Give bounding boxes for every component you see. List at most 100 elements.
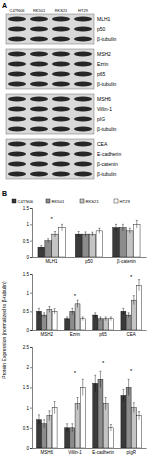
legend-label: RKS21 (86, 199, 100, 204)
blot-band (74, 37, 92, 42)
tick-mark (30, 208, 32, 209)
bar (80, 387, 85, 448)
tick: MLH1 (46, 257, 59, 264)
blot-band (52, 82, 70, 87)
lane-label: RK501 (33, 8, 46, 13)
bar (121, 395, 126, 448)
error-bar (82, 379, 84, 395)
annotation: * (74, 293, 77, 299)
error-bar (128, 313, 130, 317)
blot-band (8, 142, 26, 147)
error-bar (105, 317, 107, 321)
blot-band (74, 62, 92, 67)
tick: 0.5 (23, 239, 32, 244)
tick-label: 0 (26, 255, 29, 260)
error-bar (94, 375, 96, 391)
error-bar (77, 300, 79, 307)
annotation: * (130, 274, 133, 280)
blot-band (30, 72, 48, 77)
tick-mark (30, 448, 32, 449)
protein-label: Ezrin (97, 61, 109, 67)
blot-band (8, 62, 26, 67)
tick: CEA (127, 330, 136, 337)
tick-mark (30, 274, 32, 275)
tick: MSH2 (41, 330, 54, 337)
tick: MSH6 (41, 448, 54, 455)
protein-label: p65 (97, 71, 106, 77)
error-bar (85, 232, 87, 237)
error-bar (94, 313, 96, 317)
tick: p65 (99, 330, 107, 337)
error-bar (66, 424, 68, 432)
protein-label: p50 (97, 26, 106, 32)
blot-band (30, 172, 48, 177)
lane-label: RKS21 (55, 8, 68, 13)
blot-band (74, 52, 92, 57)
blot-band (52, 117, 70, 122)
annotation: * (74, 370, 77, 376)
bar (93, 383, 98, 448)
error-bar (122, 224, 124, 231)
blot-band (30, 82, 48, 87)
tick: 1 (26, 222, 32, 227)
tick-label: 1 (26, 291, 29, 296)
tick: 2 (26, 365, 32, 370)
error-bar (54, 402, 56, 414)
tick-label: 2 (26, 365, 29, 370)
error-bar (48, 411, 50, 421)
blot-band (8, 107, 26, 112)
tick-label: 0 (26, 446, 29, 451)
tick-mark (30, 330, 32, 331)
tick-label: MSH2 (41, 332, 54, 337)
bar (45, 241, 52, 257)
x-axis: MSH2Ezrinp65CEA (33, 330, 147, 337)
bar (126, 387, 131, 448)
bar (75, 304, 80, 330)
blot-band (52, 152, 70, 157)
axis-line (33, 257, 147, 258)
blot-band (8, 52, 26, 57)
tick-label: p65 (99, 332, 107, 337)
error-bar (48, 306, 50, 312)
y-axis: 0 0.5 1 1.5 (23, 272, 33, 333)
blot-band (30, 27, 48, 32)
tick: 1.5 (23, 206, 32, 211)
blot-band (30, 162, 48, 167)
tick-label: 1.5 (23, 272, 30, 277)
x-axis: MLH1p50β-catenin (33, 257, 147, 264)
error-bar (129, 228, 131, 233)
bar (103, 404, 108, 448)
protein-label: Villin-1 (97, 106, 112, 112)
legend-label: HT29 (120, 199, 131, 204)
blot-band (8, 117, 26, 122)
bar (127, 231, 134, 257)
y-axis: 0 0.5 1 1.5 (23, 206, 33, 260)
tick: p50 (85, 257, 93, 264)
blot-band (52, 27, 70, 32)
tick-label: 1.5 (23, 206, 30, 211)
blot-band (74, 152, 92, 157)
error-bar (98, 228, 100, 233)
tick: 0 (26, 446, 32, 451)
tick-label: 0.5 (23, 426, 30, 431)
bar (131, 408, 136, 448)
blot-band (8, 162, 26, 167)
lane-label: HT29 (78, 8, 89, 13)
tick: Villin-1 (68, 448, 82, 455)
axis-line (30, 275, 33, 331)
error-bar (122, 308, 124, 314)
legend-swatch (46, 199, 50, 203)
tick: 0 (26, 328, 32, 333)
error-bar (61, 224, 63, 231)
blot-band (8, 72, 26, 77)
blot-band (74, 107, 92, 112)
tick-label: 1 (26, 222, 29, 227)
tick-mark (30, 367, 32, 368)
tick: 0.5 (23, 309, 32, 314)
blot-band (52, 37, 70, 42)
tick-label: MSH6 (41, 450, 54, 455)
bar (59, 228, 66, 257)
tick: 1.5 (23, 385, 32, 390)
y-axis: 00.511.522.5 (23, 345, 33, 451)
error-bar (99, 317, 101, 321)
